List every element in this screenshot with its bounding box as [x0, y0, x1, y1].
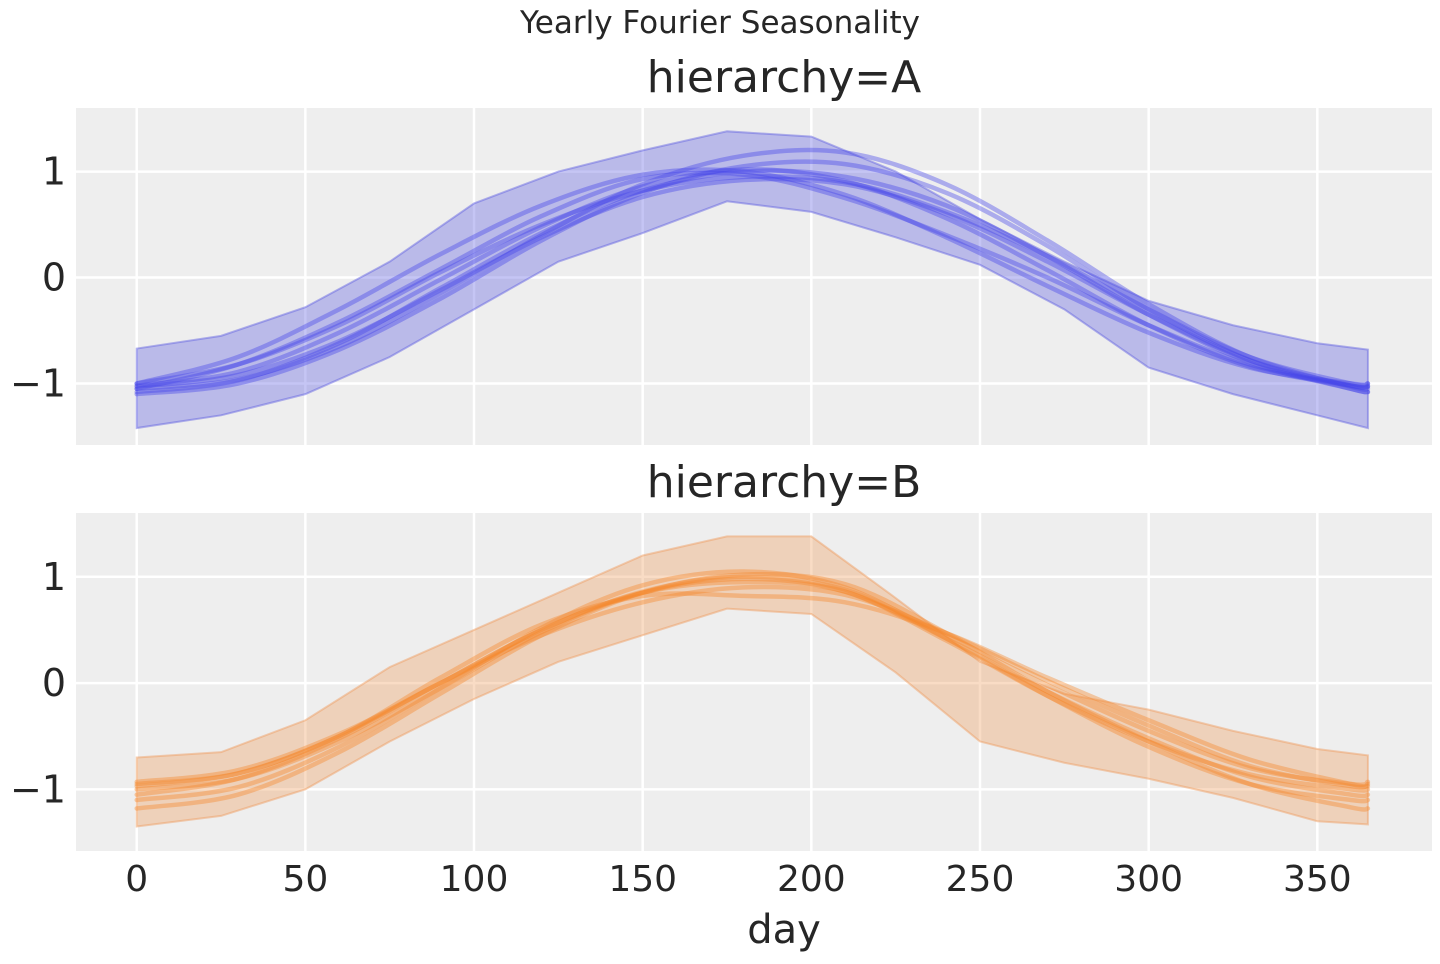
figure-suptitle: Yearly Fourier Seasonality: [519, 5, 920, 41]
y-tick-label: 1: [42, 555, 66, 599]
sample-line: [134, 576, 1371, 793]
sample-line: [134, 170, 1371, 392]
y-tick-label: 1: [42, 150, 66, 194]
hdi-band: [135, 130, 1369, 430]
sample-line: [134, 167, 1371, 387]
subplot-title: hierarchy=A: [647, 52, 921, 103]
sample-line: [134, 591, 1371, 789]
sample-line: [134, 176, 1371, 391]
subplot-hierarchy-b: 0 50 100 150 200 250 300 350 1 0 −1 hierarchy=B day: [10, 457, 1432, 953]
sample-line: [134, 174, 1371, 388]
sample-line: [134, 574, 1371, 787]
sample-line: [134, 584, 1371, 790]
sample-line: [134, 159, 1371, 397]
x-tick-label: 250: [946, 859, 1015, 900]
x-tick-label: 300: [1114, 859, 1183, 900]
sample-line: [134, 569, 1371, 804]
y-tick-label: 0: [42, 256, 66, 300]
y-tick-label: −1: [10, 362, 66, 406]
sample-line: [134, 571, 1371, 812]
x-tick-label: 100: [440, 859, 509, 900]
sample-line: [134, 167, 1371, 390]
x-tick-label: 350: [1283, 859, 1352, 900]
subplot-hierarchy-a: 1 0 −1 hierarchy=A: [10, 52, 1432, 445]
sample-line: [134, 147, 1371, 392]
sample-line: [134, 168, 1371, 395]
x-tick-label: 0: [125, 859, 148, 900]
x-tick-label: 200: [777, 859, 846, 900]
y-tick-label: 0: [42, 661, 66, 705]
x-tick-label: 50: [282, 859, 328, 900]
subplot-title: hierarchy=B: [647, 457, 922, 508]
x-tick-label: 150: [608, 859, 677, 900]
sample-line: [134, 579, 1371, 799]
x-axis-label: day: [747, 907, 821, 953]
y-tick-label: −1: [10, 767, 66, 811]
hdi-band: [135, 535, 1369, 828]
